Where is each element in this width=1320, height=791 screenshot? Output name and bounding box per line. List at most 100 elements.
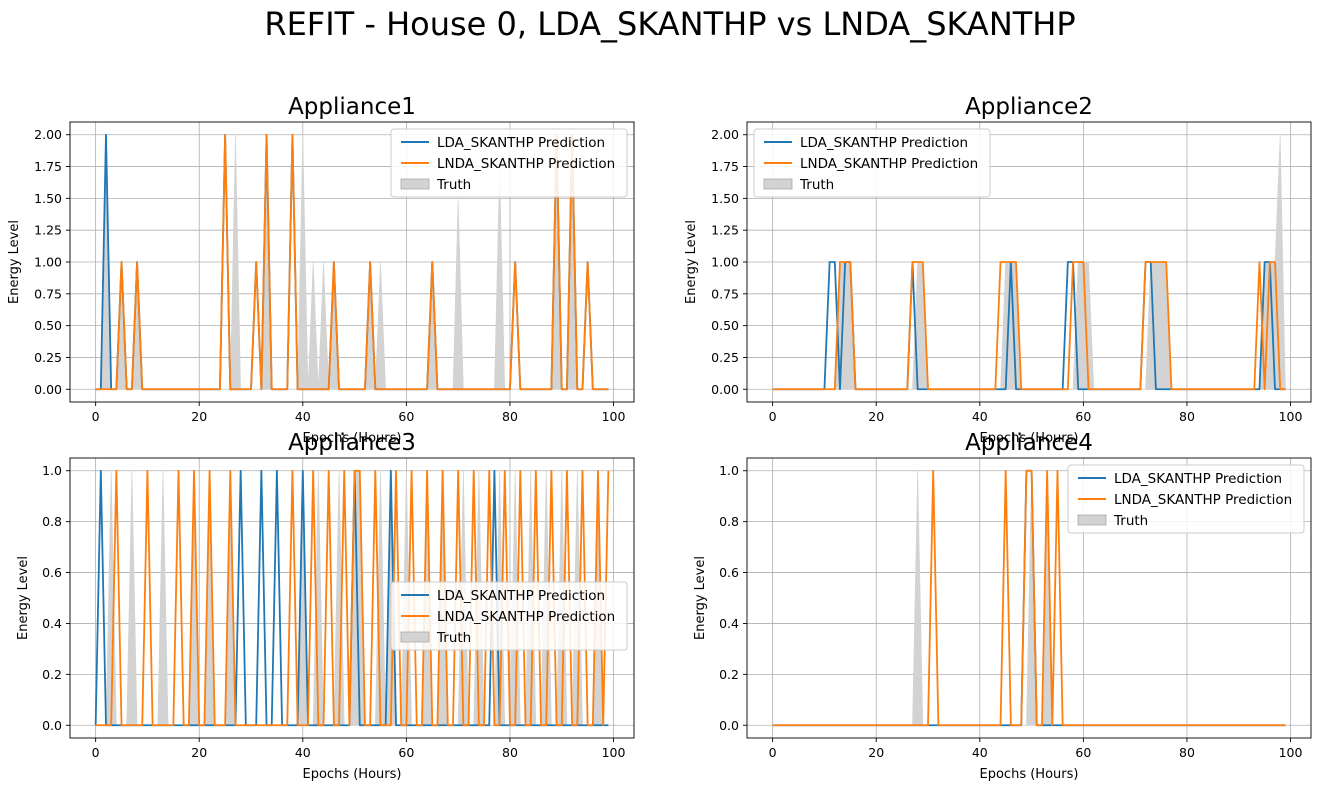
panel-title: Appliance2 <box>965 94 1093 120</box>
y-tick-label: 1.75 <box>711 159 739 174</box>
y-tick-label: 0.8 <box>719 514 739 529</box>
legend-label: LNDA_SKANTHP Prediction <box>800 156 978 172</box>
y-tick-label: 1.50 <box>34 191 62 206</box>
series-lnda-line <box>95 469 610 727</box>
x-tick-label: 60 <box>1075 745 1091 760</box>
y-tick-label: 0.00 <box>34 382 62 397</box>
legend: LDA_SKANTHP Prediction LNDA_SKANTHP Predi… <box>753 128 991 198</box>
y-tick-label: 0.75 <box>711 286 739 301</box>
y-tick-label: 1.0 <box>719 463 739 478</box>
legend-swatch-truth <box>400 178 430 190</box>
panel-1: 0 20 40 60 80 100 0.00 0.25 0.50 0.75 1.00 1.25 1.50… <box>7 94 635 446</box>
legend: LDA_SKANTHP Prediction LNDA_SKANTHP Predi… <box>390 128 628 198</box>
y-axis-label: Energy Level <box>7 220 22 304</box>
x-tick-label: 40 <box>295 745 311 760</box>
x-tick-label: 60 <box>398 409 414 424</box>
y-tick-label: 2.00 <box>34 127 62 142</box>
series-lnda-line <box>95 133 609 391</box>
y-axis-label: Energy Level <box>16 556 31 640</box>
y-tick-label: 0.6 <box>719 565 739 580</box>
y-tick-label: 1.50 <box>711 191 739 206</box>
y-tick-label: 1.25 <box>34 223 62 238</box>
legend-label: LNDA_SKANTHP Prediction <box>437 156 615 172</box>
series-lnda-line <box>772 261 1286 391</box>
y-tick-label: 0.6 <box>42 565 62 580</box>
legend-label: Truth <box>799 177 834 193</box>
y-tick-label: 0.4 <box>719 616 739 631</box>
y-tick-label: 1.25 <box>711 223 739 238</box>
y-tick-label: 0.50 <box>711 318 739 333</box>
x-tick-label: 100 <box>602 745 626 760</box>
legend-label: LDA_SKANTHP Prediction <box>437 135 605 151</box>
y-tick-label: 0.00 <box>711 382 739 397</box>
x-axis-label: Epochs (Hours) <box>303 431 402 446</box>
x-tick-label: 80 <box>1179 409 1195 424</box>
legend: LDA_SKANTHP Prediction LNDA_SKANTHP Predi… <box>1067 464 1305 534</box>
legend-swatch-truth <box>763 178 793 190</box>
x-tick-label: 100 <box>602 409 626 424</box>
legend-box <box>390 581 628 651</box>
y-tick-label: 0.4 <box>42 616 62 631</box>
y-tick-label: 0.2 <box>719 667 739 682</box>
legend-label: LDA_SKANTHP Prediction <box>437 588 605 604</box>
legend-box <box>390 128 628 198</box>
x-tick-label: 20 <box>868 745 884 760</box>
y-tick-label: 1.00 <box>34 255 62 270</box>
legend-swatch-truth <box>1077 514 1107 526</box>
legend-box <box>753 128 991 198</box>
legend-label: Truth <box>436 177 471 193</box>
legend: LDA_SKANTHP Prediction LNDA_SKANTHP Predi… <box>390 581 628 651</box>
x-tick-label: 20 <box>868 409 884 424</box>
x-axis-label: Epochs (Hours) <box>980 767 1079 782</box>
y-tick-label: 0.25 <box>34 350 62 365</box>
legend-label: LNDA_SKANTHP Prediction <box>1114 492 1292 508</box>
axes-frame <box>746 457 1312 739</box>
legend-label: LDA_SKANTHP Prediction <box>800 135 968 151</box>
x-tick-label: 0 <box>92 745 100 760</box>
y-tick-label: 1.00 <box>711 255 739 270</box>
legend-box <box>1067 464 1305 534</box>
legend-swatch-truth <box>400 631 430 643</box>
x-tick-label: 40 <box>972 745 988 760</box>
panel-title: Appliance4 <box>965 430 1093 456</box>
panel-title: Appliance1 <box>288 94 416 120</box>
y-tick-label: 0.75 <box>34 286 62 301</box>
y-axis-label: Energy Level <box>684 220 699 304</box>
x-tick-label: 80 <box>502 745 518 760</box>
x-tick-label: 100 <box>1279 745 1303 760</box>
x-tick-label: 60 <box>1075 409 1091 424</box>
x-tick-label: 40 <box>972 409 988 424</box>
x-axis-label: Epochs (Hours) <box>980 431 1079 446</box>
legend-label: Truth <box>1113 513 1148 529</box>
panel-4: 0 20 40 60 80 100 0.0 0.2 0.4 0.6 0.8 1.0 Appliance4… <box>693 430 1312 782</box>
x-tick-label: 0 <box>769 745 777 760</box>
legend-label: LDA_SKANTHP Prediction <box>1114 471 1282 487</box>
legend-label: LNDA_SKANTHP Prediction <box>437 609 615 625</box>
x-tick-label: 0 <box>92 409 100 424</box>
legend-label: Truth <box>436 630 471 646</box>
y-tick-label: 1.75 <box>34 159 62 174</box>
panels: 0 20 40 60 80 1000.000.250.500.751.001.251.50… <box>7 94 1312 782</box>
y-tick-label: 0.0 <box>719 718 739 733</box>
panel-3: 0 20 40 60 80 100 0.0 0.2 0.4 0.6 0.8 1.0 Appliance3… <box>16 430 635 782</box>
panel-2: 0 20 40 60 80 100 0.00 0.25 0.50 0.75 1.00 1.25 1.50… <box>684 94 1312 446</box>
axes-frame <box>69 457 635 739</box>
y-tick-label: 0.0 <box>42 718 62 733</box>
y-tick-label: 2.00 <box>711 127 739 142</box>
y-tick-label: 0.8 <box>42 514 62 529</box>
y-axis-label: Energy Level <box>693 556 708 640</box>
x-tick-label: 100 <box>1279 409 1303 424</box>
panel-title: Appliance3 <box>288 430 416 456</box>
x-tick-label: 0 <box>769 409 777 424</box>
figure-suptitle: REFIT - House 0, LDA_SKANTHP vs LNDA_SKA… <box>264 5 1075 43</box>
y-tick-label: 0.50 <box>34 318 62 333</box>
x-tick-label: 80 <box>502 409 518 424</box>
series-lnda-line <box>772 469 1286 727</box>
x-tick-label: 20 <box>191 745 207 760</box>
x-tick-label: 80 <box>1179 745 1195 760</box>
x-tick-label: 40 <box>295 409 311 424</box>
y-tick-label: 1.0 <box>42 463 62 478</box>
y-tick-label: 0.25 <box>711 350 739 365</box>
